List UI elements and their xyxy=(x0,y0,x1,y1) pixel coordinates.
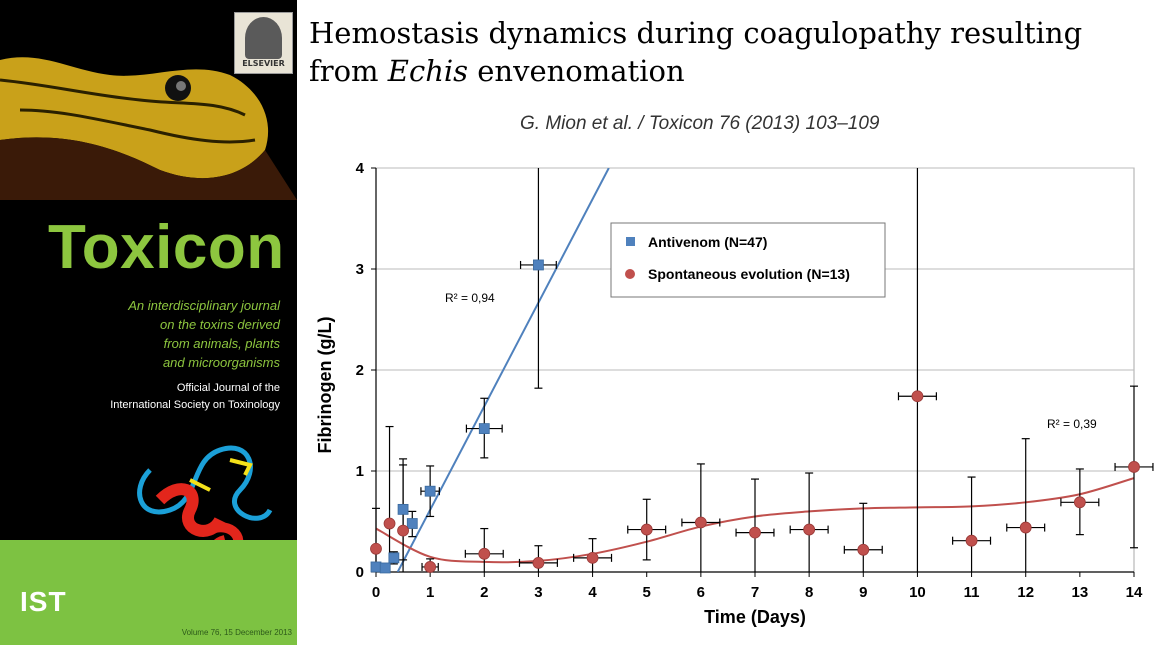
x-tick-label: 8 xyxy=(805,584,813,601)
journal-tagline: An interdisciplinary journal on the toxi… xyxy=(128,298,280,370)
point-antivenom xyxy=(406,518,418,529)
publisher-name: ELSEVIER xyxy=(242,59,285,68)
x-tick-label: 3 xyxy=(534,584,542,601)
point-antivenom xyxy=(379,562,391,574)
x-tick-label: 11 xyxy=(964,584,980,601)
citation: G. Mion et al. / Toxicon 76 (2013) 103–1… xyxy=(520,113,880,134)
x-tick-label: 4 xyxy=(588,584,597,601)
elsevier-logo: ELSEVIER xyxy=(234,12,293,74)
point-spontaneous xyxy=(803,523,816,536)
x-tick-label: 14 xyxy=(1126,584,1143,601)
point-spontaneous xyxy=(532,557,545,569)
official-journal-note: Official Journal of the International So… xyxy=(110,382,280,411)
point-antivenom xyxy=(397,503,409,515)
legend-box xyxy=(610,222,886,298)
protein-illustration xyxy=(137,445,273,563)
tree-icon xyxy=(245,17,282,59)
legend-marker-antivenom xyxy=(626,237,635,246)
title-italic: Echis xyxy=(387,54,469,88)
title-main: Hemostasis dynamics during coagulopathy … xyxy=(309,16,1083,88)
point-spontaneous xyxy=(1019,521,1032,534)
point-spontaneous xyxy=(965,534,978,547)
x-tick-label: 5 xyxy=(643,584,651,601)
y-tick-label: 0 xyxy=(356,564,364,581)
point-spontaneous xyxy=(383,517,396,530)
legend: Antivenom (N=47) Spontaneous evolution (N… xyxy=(610,222,886,298)
legend-marker-spontaneous xyxy=(625,269,635,279)
cover-footer-band xyxy=(0,540,297,645)
point-spontaneous xyxy=(1128,461,1140,473)
x-tick-label: 1 xyxy=(426,584,434,601)
r2-label-antivenom: R² = 0,94 xyxy=(445,291,495,305)
point-spontaneous xyxy=(911,390,924,403)
x-tick-label: 9 xyxy=(859,584,867,601)
legend-label-spontaneous: Spontaneous evolution (N=13) xyxy=(648,266,850,282)
point-spontaneous xyxy=(586,551,599,564)
title-end: envenomation xyxy=(468,54,685,88)
r2-label-spontaneous: R² = 0,39 xyxy=(1047,417,1097,431)
point-spontaneous xyxy=(749,526,761,539)
y-tick-label: 3 xyxy=(356,261,364,278)
point-antivenom xyxy=(388,552,400,564)
point-antivenom xyxy=(424,485,436,497)
point-spontaneous xyxy=(1073,496,1086,509)
point-spontaneous xyxy=(857,543,870,556)
point-spontaneous xyxy=(397,524,409,537)
point-antivenom xyxy=(370,561,382,573)
x-tick-label: 12 xyxy=(1017,584,1034,601)
snake-illustration xyxy=(0,57,297,200)
x-tick-label: 10 xyxy=(909,584,926,601)
x-tick-label: 6 xyxy=(697,584,705,601)
point-spontaneous xyxy=(424,561,437,573)
y-axis-title: Fibrinogen (g/L) xyxy=(315,317,335,454)
y-tick-label: 2 xyxy=(356,362,364,379)
journal-name: Toxicon xyxy=(48,213,285,282)
chart-labels: Time (Days) Fibrinogen (g/L) R² = 0,94 R² =… xyxy=(315,291,1097,627)
x-tick-label: 0 xyxy=(372,584,380,601)
slide-title: Hemostasis dynamics during coagulopathy … xyxy=(309,14,1154,90)
volume-info: Volume 76, 15 December 2013 xyxy=(181,628,292,637)
data-points xyxy=(370,259,1140,574)
society-logo: IST xyxy=(20,586,67,617)
point-spontaneous xyxy=(694,516,707,529)
trendline-antivenom xyxy=(396,168,610,572)
point-spontaneous xyxy=(640,523,653,536)
point-antivenom xyxy=(533,259,544,271)
point-spontaneous xyxy=(478,547,491,560)
error-bars xyxy=(372,168,1154,572)
point-antivenom xyxy=(478,423,490,434)
x-tick-label: 13 xyxy=(1072,584,1089,601)
journal-cover: ELSEVIER Toxicon An interdisciplinary jo… xyxy=(0,0,297,645)
x-tick-label: 2 xyxy=(480,584,488,601)
point-spontaneous xyxy=(370,542,382,555)
x-tick-label: 7 xyxy=(751,584,759,601)
y-tick-label: 4 xyxy=(356,160,365,177)
x-axis-title: Time (Days) xyxy=(704,607,806,627)
legend-label-antivenom: Antivenom (N=47) xyxy=(648,234,767,250)
y-tick-label: 1 xyxy=(356,463,364,480)
